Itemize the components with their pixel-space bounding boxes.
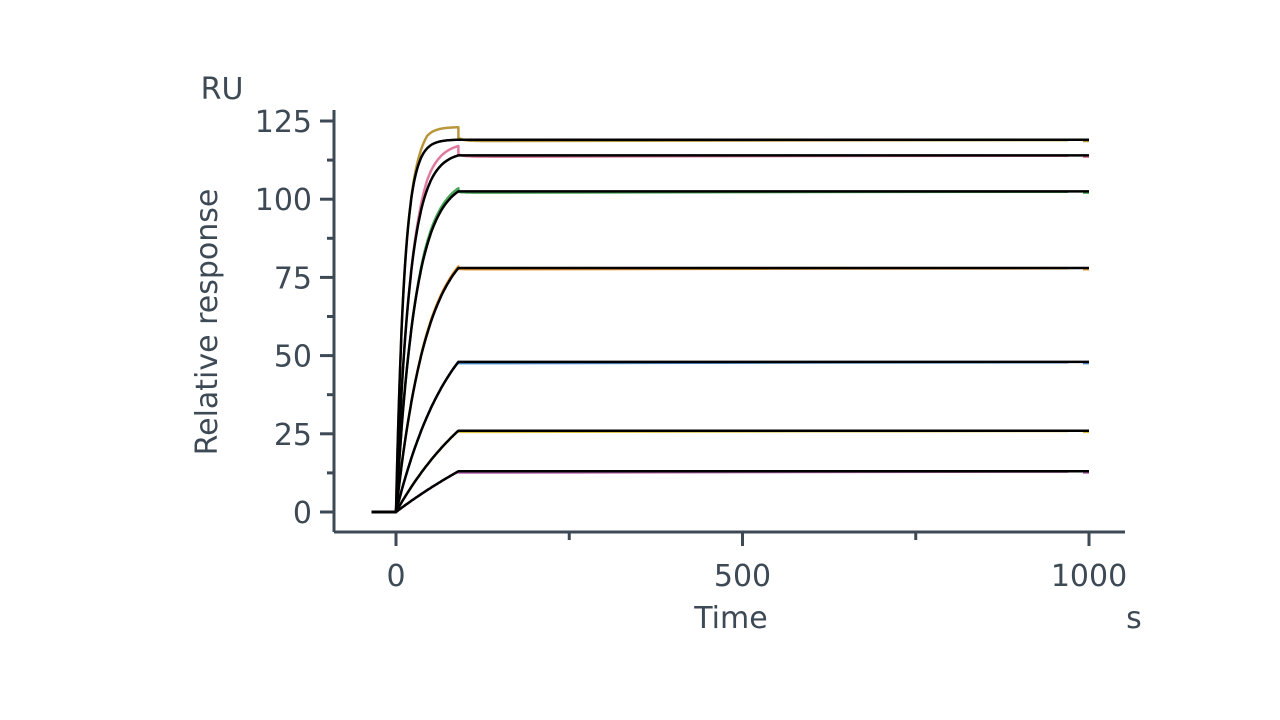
data-series-curve (371, 144, 1069, 514)
fit-series-curve (371, 190, 1089, 514)
fit-curves (371, 138, 1089, 514)
x-tick-label: 1000 (1051, 559, 1127, 594)
y-tick-label: 50 (274, 340, 312, 375)
data-series-curve (371, 187, 1069, 514)
data-series-curve (371, 126, 1069, 514)
y-tick-label: 100 (255, 183, 312, 218)
fit-series-curve (371, 470, 1089, 514)
data-series-curve (371, 360, 1069, 514)
x-tick-label: 0 (386, 559, 405, 594)
x-tick-label: 500 (714, 559, 771, 594)
y-tick-label: 125 (255, 105, 312, 140)
data-curves (371, 126, 1089, 514)
y-tick-label: 75 (274, 261, 312, 296)
fit-series-curve (371, 138, 1089, 514)
fit-series-curve (371, 360, 1089, 514)
fit-series-curve (371, 266, 1089, 514)
y-tick-label: 0 (293, 496, 312, 531)
data-series-curve (371, 470, 1069, 514)
axes: 0 25 50 75 100 125 0 500 1000 (255, 105, 1127, 594)
y-axis-title: Relative response (190, 189, 225, 456)
x-axis-title: Time (693, 601, 767, 636)
data-series-curve (371, 265, 1069, 514)
labels: RU Relative response Time s (190, 72, 1142, 636)
y-unit-label: RU (201, 72, 244, 107)
y-tick-label: 25 (274, 418, 312, 453)
fit-series-curve (371, 429, 1089, 514)
x-unit-label: s (1126, 601, 1142, 636)
fit-series-curve (371, 154, 1089, 514)
